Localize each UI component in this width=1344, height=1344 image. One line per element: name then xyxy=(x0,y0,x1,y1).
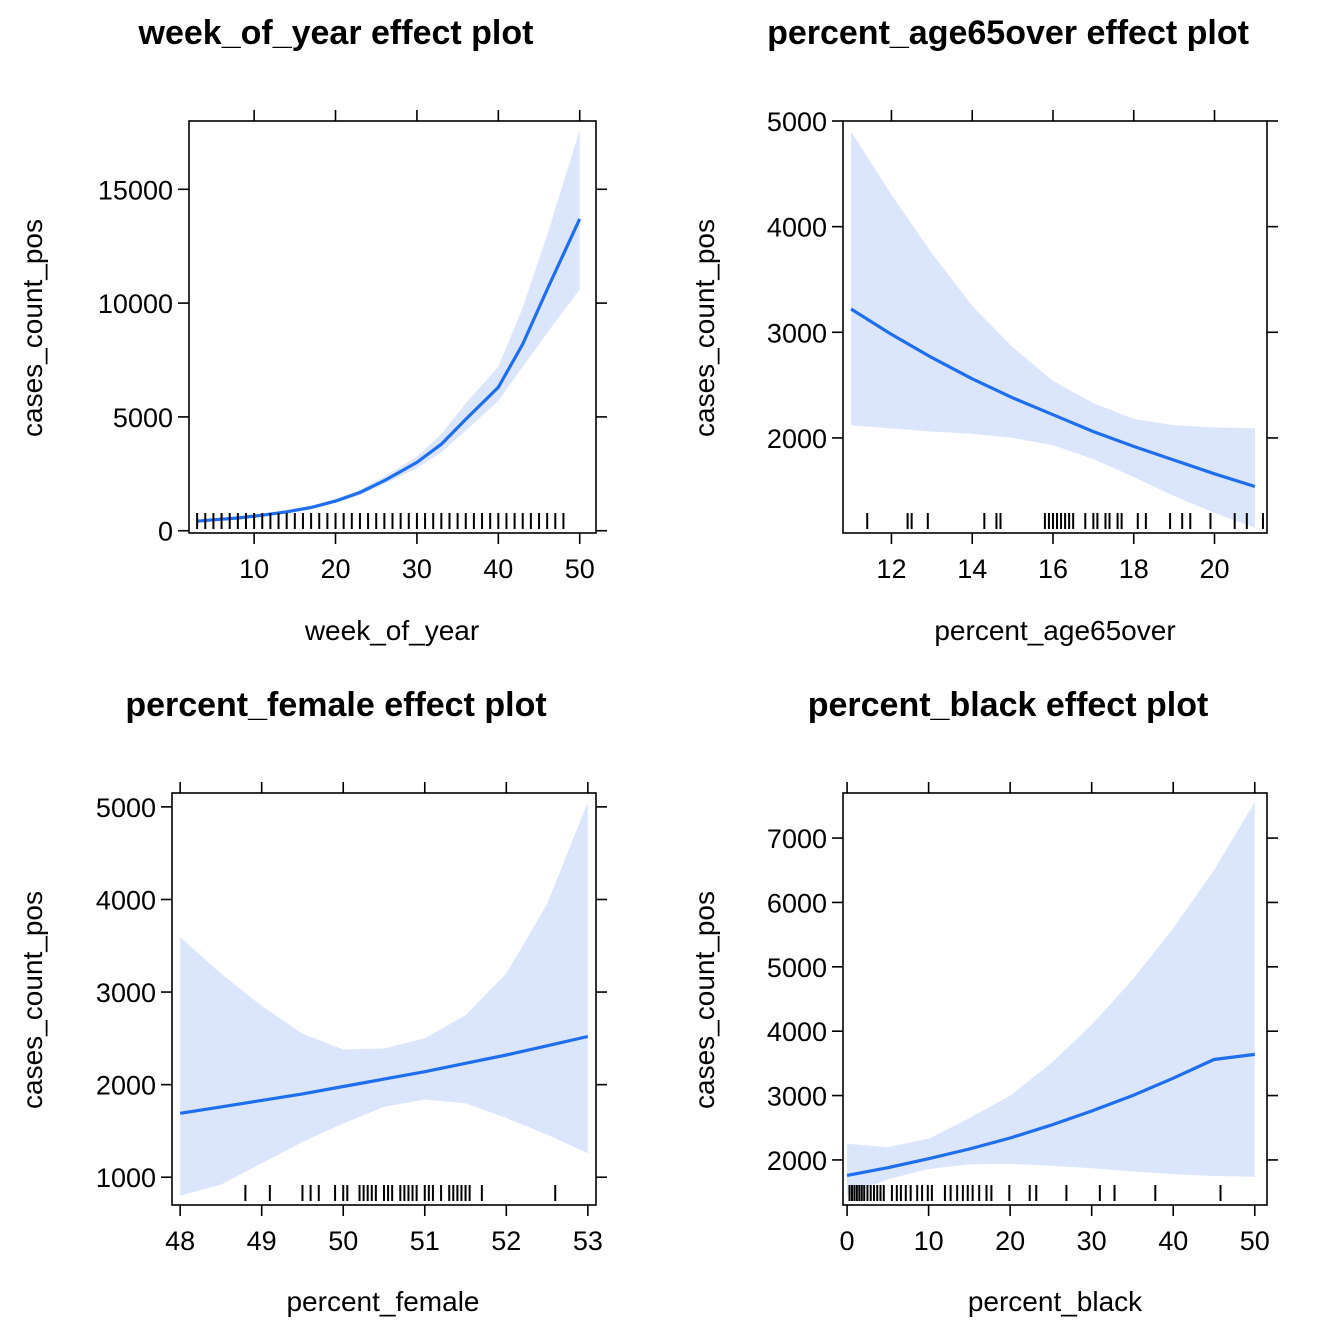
x-tick-label: 50 xyxy=(565,554,595,584)
x-tick-label: 50 xyxy=(1240,1226,1270,1256)
y-tick-label: 5000 xyxy=(767,953,827,983)
x-tick-label: 40 xyxy=(1158,1226,1188,1256)
x-tick-label: 14 xyxy=(957,554,987,584)
confidence-band xyxy=(180,802,588,1196)
y-tick-label: 5000 xyxy=(96,793,156,823)
y-tick-label: 5000 xyxy=(767,107,827,137)
y-tick-label: 2000 xyxy=(767,424,827,454)
x-tick-label: 49 xyxy=(247,1226,277,1256)
panel-percent-black: percent_black effect plot percent_black … xyxy=(689,686,1278,1317)
y-tick-label: 3000 xyxy=(767,318,827,348)
plot-frame xyxy=(188,120,597,534)
panel-3-title: percent_female effect plot xyxy=(125,686,546,724)
x-tick-label: 30 xyxy=(1077,1226,1107,1256)
x-tick-label: 20 xyxy=(995,1226,1025,1256)
y-tick-label: 10000 xyxy=(98,289,173,319)
x-tick-label: 12 xyxy=(876,554,906,584)
y-tick-label: 5000 xyxy=(113,403,173,433)
y-tick-label: 4000 xyxy=(767,213,827,243)
fitted-line xyxy=(850,307,1256,489)
panel-3-x-axis-label: percent_female xyxy=(286,1286,479,1317)
panel-2-y-axis-label: cases_count_pos xyxy=(689,219,720,437)
panel-percent-female: percent_female effect plot percent_femal… xyxy=(17,686,607,1317)
panel-2-x-axis-label: percent_age65over xyxy=(934,615,1175,646)
y-tick-label: 2000 xyxy=(767,1146,827,1176)
y-tick-label: 1000 xyxy=(96,1163,156,1193)
panel-4-x-axis-label: percent_black xyxy=(968,1286,1143,1317)
panel-1-y-axis-label: cases_count_pos xyxy=(17,219,48,437)
x-tick-label: 18 xyxy=(1119,554,1149,584)
x-tick-label: 40 xyxy=(483,554,513,584)
x-tick-label: 16 xyxy=(1038,554,1068,584)
y-tick-label: 4000 xyxy=(96,885,156,915)
panel-1-title: week_of_year effect plot xyxy=(138,14,534,52)
x-tick-label: 20 xyxy=(320,554,350,584)
x-tick-label: 51 xyxy=(410,1226,440,1256)
plot-frame xyxy=(171,792,597,1206)
confidence-band xyxy=(197,130,580,523)
fitted-line xyxy=(179,1034,589,1115)
panel-1-x-axis-label: week_of_year xyxy=(304,615,479,646)
panel-4-y-axis-label: cases_count_pos xyxy=(689,891,720,1109)
y-tick-label: 0 xyxy=(158,517,173,547)
x-tick-label: 50 xyxy=(328,1226,358,1256)
panel-week-of-year: week_of_year effect plot week_of_year ca… xyxy=(17,14,607,646)
y-tick-label: 2000 xyxy=(96,1071,156,1101)
y-tick-label: 4000 xyxy=(767,1017,827,1047)
panel-percent-age65over: percent_age65over effect plot percent_ag… xyxy=(689,14,1278,646)
x-tick-label: 48 xyxy=(165,1226,195,1256)
x-tick-label: 0 xyxy=(840,1226,855,1256)
confidence-band xyxy=(851,131,1255,528)
plot-frame xyxy=(842,120,1268,534)
confidence-band xyxy=(847,802,1255,1196)
fitted-line xyxy=(846,1052,1255,1177)
fitted-line xyxy=(196,218,582,523)
plot-frame xyxy=(842,792,1268,1206)
x-tick-label: 20 xyxy=(1199,554,1229,584)
x-tick-label: 52 xyxy=(491,1226,521,1256)
x-tick-label: 53 xyxy=(573,1226,603,1256)
panel-3-y-axis-label: cases_count_pos xyxy=(17,891,48,1109)
panel-4-title: percent_black effect plot xyxy=(808,686,1209,724)
x-tick-label: 10 xyxy=(914,1226,944,1256)
x-tick-label: 10 xyxy=(239,554,269,584)
y-tick-label: 3000 xyxy=(767,1082,827,1112)
panel-2-title: percent_age65over effect plot xyxy=(767,14,1249,52)
y-tick-label: 3000 xyxy=(96,978,156,1008)
x-tick-label: 30 xyxy=(402,554,432,584)
y-tick-label: 15000 xyxy=(98,175,173,205)
y-tick-label: 6000 xyxy=(767,888,827,918)
y-tick-label: 7000 xyxy=(767,824,827,854)
